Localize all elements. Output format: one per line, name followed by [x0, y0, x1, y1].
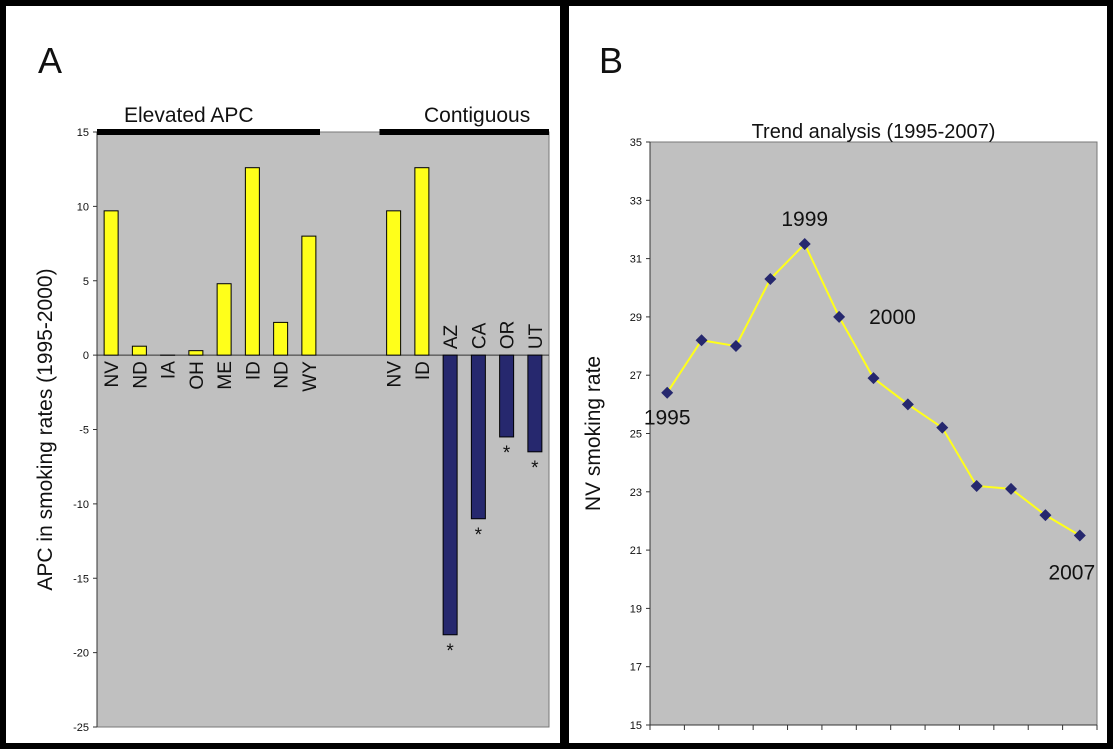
- category-label: NV: [102, 361, 123, 388]
- category-label: CA: [469, 322, 490, 349]
- bar: [499, 354, 515, 438]
- category-label: ND: [272, 361, 293, 388]
- apc-bar-chart: 15 10 5 0 -5 -10 -15 -20 -25 APC in smoking rates…: [34, 127, 550, 734]
- category-label: NV: [385, 361, 406, 388]
- group-bar-1: [379, 129, 549, 135]
- plot-area: [649, 141, 1098, 726]
- data-point: [970, 479, 983, 492]
- y-tick-label: -5: [79, 425, 89, 437]
- category-label: ME: [215, 361, 236, 390]
- category-label: OR: [498, 321, 519, 350]
- bar: [216, 283, 232, 356]
- category-label: ID: [243, 361, 264, 380]
- group-label-elevated: Elevated APC: [124, 104, 254, 127]
- y-tick-label: 5: [83, 276, 89, 288]
- bar: [527, 354, 543, 453]
- y-tick-label: 10: [77, 201, 89, 213]
- category-label: ND: [130, 361, 151, 388]
- bar: [470, 354, 486, 520]
- bar: [103, 210, 119, 356]
- data-point: [729, 340, 742, 353]
- bar: [131, 345, 147, 356]
- y-tick-label: -20: [73, 648, 89, 660]
- y-tick-label: 33: [630, 195, 642, 207]
- group-label-contiguous: Contiguous: [424, 104, 531, 127]
- y-tick-label: 21: [630, 545, 642, 557]
- category-label: UT: [526, 323, 547, 349]
- data-point: [764, 273, 777, 286]
- category-label: OH: [187, 361, 208, 390]
- bar: [414, 167, 430, 356]
- data-point: [1039, 509, 1052, 522]
- y-tick-label: -10: [73, 499, 89, 511]
- y-tick-label: 19: [630, 603, 642, 615]
- category-label: ID: [413, 361, 434, 380]
- bar: [273, 321, 289, 356]
- y-tick-label: 27: [630, 370, 642, 382]
- data-point: [695, 334, 708, 347]
- y-tick-label: 31: [630, 254, 642, 266]
- significance-marker: *: [446, 641, 454, 662]
- bar: [442, 354, 458, 636]
- point-annotation: 1995: [644, 407, 691, 430]
- data-point: [833, 310, 846, 323]
- data-point: [936, 421, 949, 434]
- data-point: [867, 372, 880, 385]
- y-tick-label: 23: [630, 487, 642, 499]
- data-point: [1005, 482, 1018, 495]
- y-tick-label: 0: [83, 350, 89, 362]
- significance-marker: *: [503, 443, 511, 464]
- bar: [188, 350, 204, 356]
- bar: [386, 210, 402, 356]
- group-bar-0: [97, 129, 320, 135]
- point-annotation: 2000: [869, 306, 916, 329]
- y-tick-label: 15: [630, 720, 642, 732]
- category-label: WY: [300, 361, 321, 392]
- chart-title: Trend analysis (1995-2007): [752, 121, 996, 143]
- data-point: [661, 386, 674, 399]
- y-tick-label: 25: [630, 429, 642, 441]
- y-tick-label: 29: [630, 312, 642, 324]
- category-label: AZ: [441, 324, 462, 349]
- data-point: [798, 238, 811, 251]
- category-label: IA: [159, 361, 180, 379]
- point-annotation: 2007: [1048, 562, 1095, 585]
- panel-b-letter: B: [599, 40, 624, 81]
- y-tick-label: -25: [73, 722, 89, 734]
- significance-marker: *: [475, 525, 483, 546]
- y-axis-title: NV smoking rate: [582, 356, 605, 511]
- y-tick-label: -15: [73, 573, 89, 585]
- y-tick-label: 35: [630, 137, 642, 149]
- data-point: [901, 398, 914, 411]
- data-point: [1073, 529, 1086, 542]
- y-tick-label: 15: [77, 127, 89, 139]
- y-axis-title: APC in smoking rates (1995-2000): [34, 268, 57, 590]
- y-tick-label: 17: [630, 662, 642, 674]
- panel-a-letter: A: [38, 40, 63, 81]
- bar: [244, 167, 260, 356]
- bar: [301, 235, 317, 356]
- significance-marker: *: [531, 458, 539, 479]
- point-annotation: 1999: [781, 208, 828, 231]
